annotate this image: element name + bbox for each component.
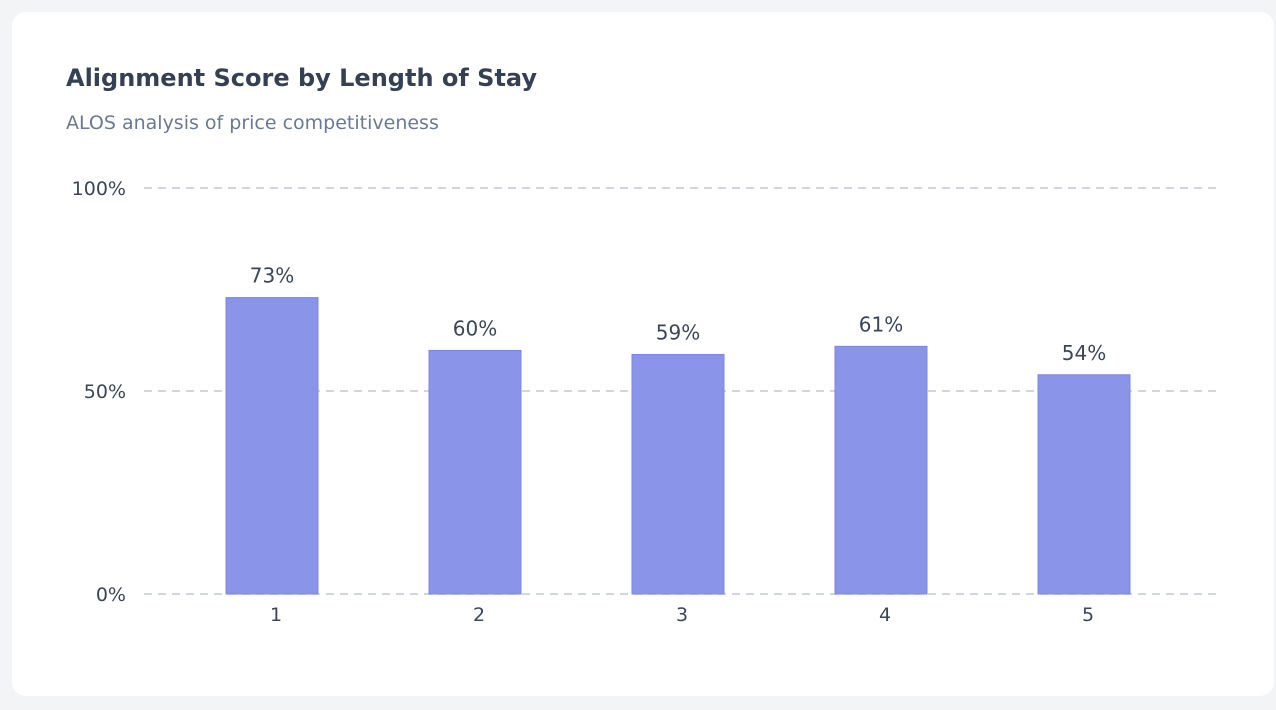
y-tick-label: 50% (84, 381, 126, 403)
bar-value-label: 54% (1062, 341, 1106, 365)
x-tick-label: 3 (676, 604, 688, 626)
x-tick-label: 4 (879, 604, 891, 626)
bar (225, 297, 319, 595)
bar-value-label: 60% (453, 316, 497, 340)
x-tick-label: 2 (473, 604, 485, 626)
y-tick-label: 100% (72, 178, 126, 200)
bar (834, 345, 928, 595)
bar-chart: 0% 50% 100% 73% 60% 59% 61% 54% 1 2 3 4 5 (72, 178, 1216, 626)
bar (428, 349, 522, 595)
bar-value-label: 59% (656, 320, 700, 344)
bar-value-label: 61% (859, 312, 903, 336)
y-tick-label: 0% (96, 584, 126, 606)
chart-title: Alignment Score by Length of Stay (66, 64, 538, 92)
chart-card: Alignment Score by Length of Stay ALOS a… (12, 12, 1274, 696)
bars (225, 297, 1131, 595)
value-labels: 73% 60% 59% 61% 54% (250, 264, 1106, 365)
bar-value-label: 73% (250, 264, 294, 288)
bar (631, 353, 725, 595)
chart-subtitle: ALOS analysis of price competitiveness (66, 112, 439, 134)
bar (1037, 374, 1131, 595)
x-tick-label: 1 (270, 604, 282, 626)
x-tick-label: 5 (1082, 604, 1094, 626)
y-axis-tick-labels: 0% 50% 100% (72, 178, 126, 606)
x-axis-tick-labels: 1 2 3 4 5 (270, 604, 1094, 626)
